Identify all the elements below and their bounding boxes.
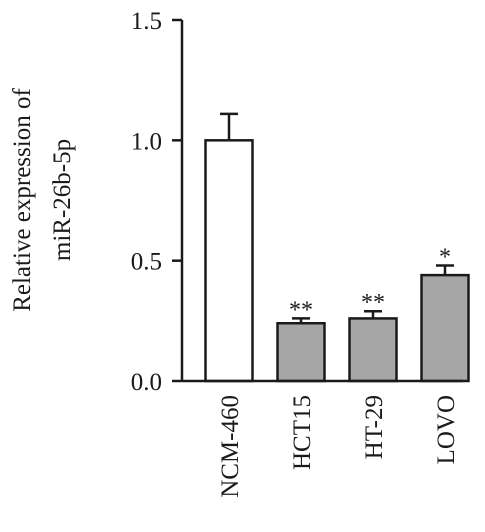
bar [420,273,470,383]
bar [204,139,254,383]
x-category-label: HT-29 [361,395,388,459]
x-category-label: NCM-460 [217,395,244,498]
y-tick-label: 0.5 [131,249,162,276]
bar [348,317,398,383]
y-tick-label: 1.5 [131,8,162,35]
x-category-label: LOVO [433,395,460,464]
significance-marker: * [439,244,451,270]
bar [276,321,326,383]
significance-marker: ** [361,290,385,316]
y-axis-label: Relative expression of miR-26b-5p [9,88,76,312]
y-axis-label-line-2: miR-26b-5p [49,139,76,261]
y-tick-label: 1.0 [131,128,162,155]
y-tick-label: 0.0 [131,369,162,396]
significance-marker: ** [289,297,313,323]
x-category-label: HCT15 [289,395,316,470]
y-axis-label-line-1: Relative expression of [9,88,36,312]
